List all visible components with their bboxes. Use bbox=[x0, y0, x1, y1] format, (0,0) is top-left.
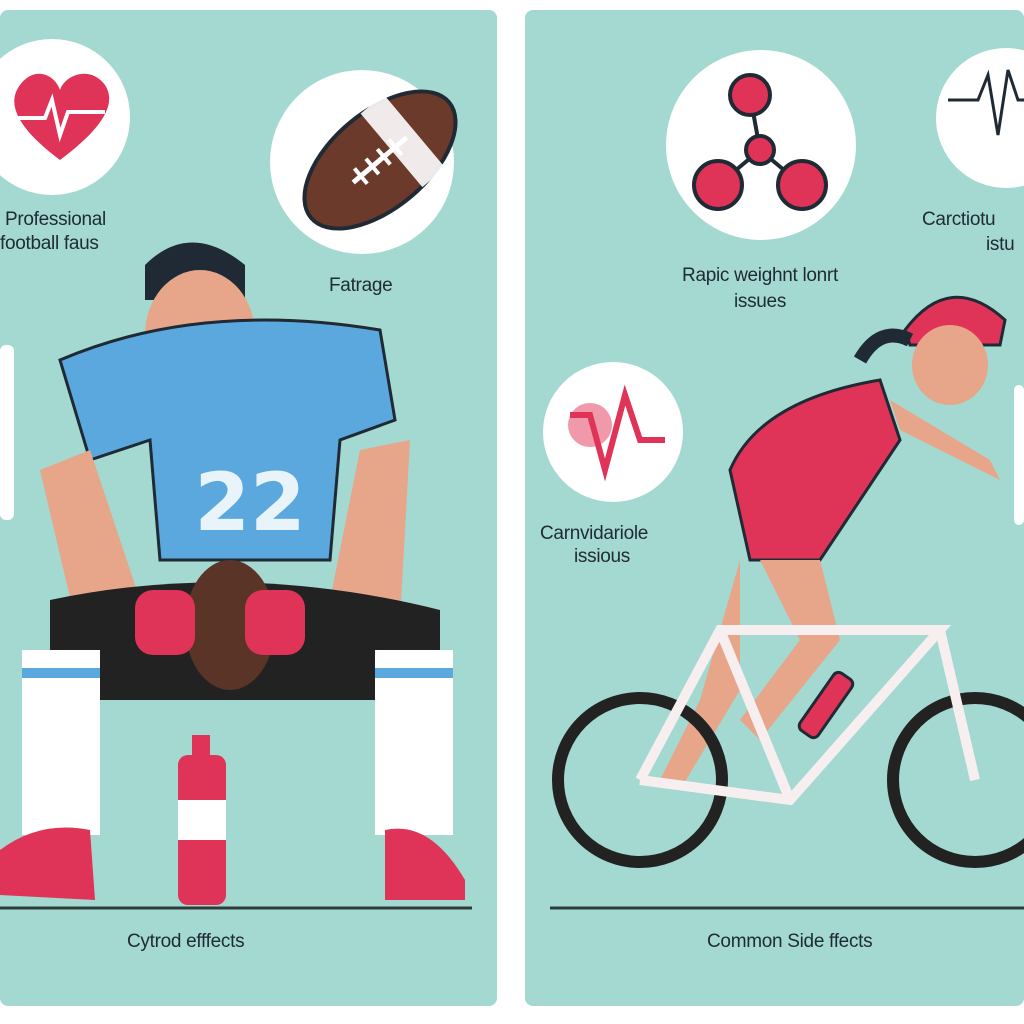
bike-bottle bbox=[797, 670, 855, 740]
label-weight-line2: issues bbox=[733, 291, 787, 312]
heart-pulse-icon bbox=[14, 73, 110, 160]
heartbeat-line-icon bbox=[948, 69, 1024, 136]
water-bottle-icon bbox=[178, 735, 226, 905]
label-cardio-mid-line1: Carnvidariole bbox=[540, 523, 649, 544]
molecule-icon bbox=[692, 73, 828, 211]
label-cardio-mid-line2: issious bbox=[574, 546, 630, 567]
footer-right: Common Side ffects bbox=[707, 931, 873, 952]
bicycle-frame bbox=[635, 625, 980, 806]
edge-card-right bbox=[1014, 385, 1024, 525]
label-cardio-top-line1: Carctiotu bbox=[922, 209, 996, 230]
pulse-wave-icon bbox=[568, 384, 665, 482]
label-professional-line2: football faus bbox=[0, 233, 99, 254]
heartbeat-icon-circle bbox=[936, 48, 1024, 188]
label-fatigue: Fatrage bbox=[329, 275, 393, 296]
label-professional-line1: Professional bbox=[5, 209, 106, 230]
label-cardio-top-line2: istu bbox=[986, 234, 1015, 255]
edge-card-left bbox=[0, 345, 14, 520]
label-weight-line1: Rapic weighnt lonrt bbox=[682, 265, 838, 286]
jersey-number: 22 bbox=[194, 456, 305, 549]
cyclist bbox=[660, 295, 1007, 790]
bicycle-icon bbox=[552, 692, 1024, 868]
footer-left: Cytrod efffects bbox=[127, 931, 245, 952]
football-player: 22 bbox=[0, 242, 465, 900]
football-icon bbox=[302, 89, 458, 231]
